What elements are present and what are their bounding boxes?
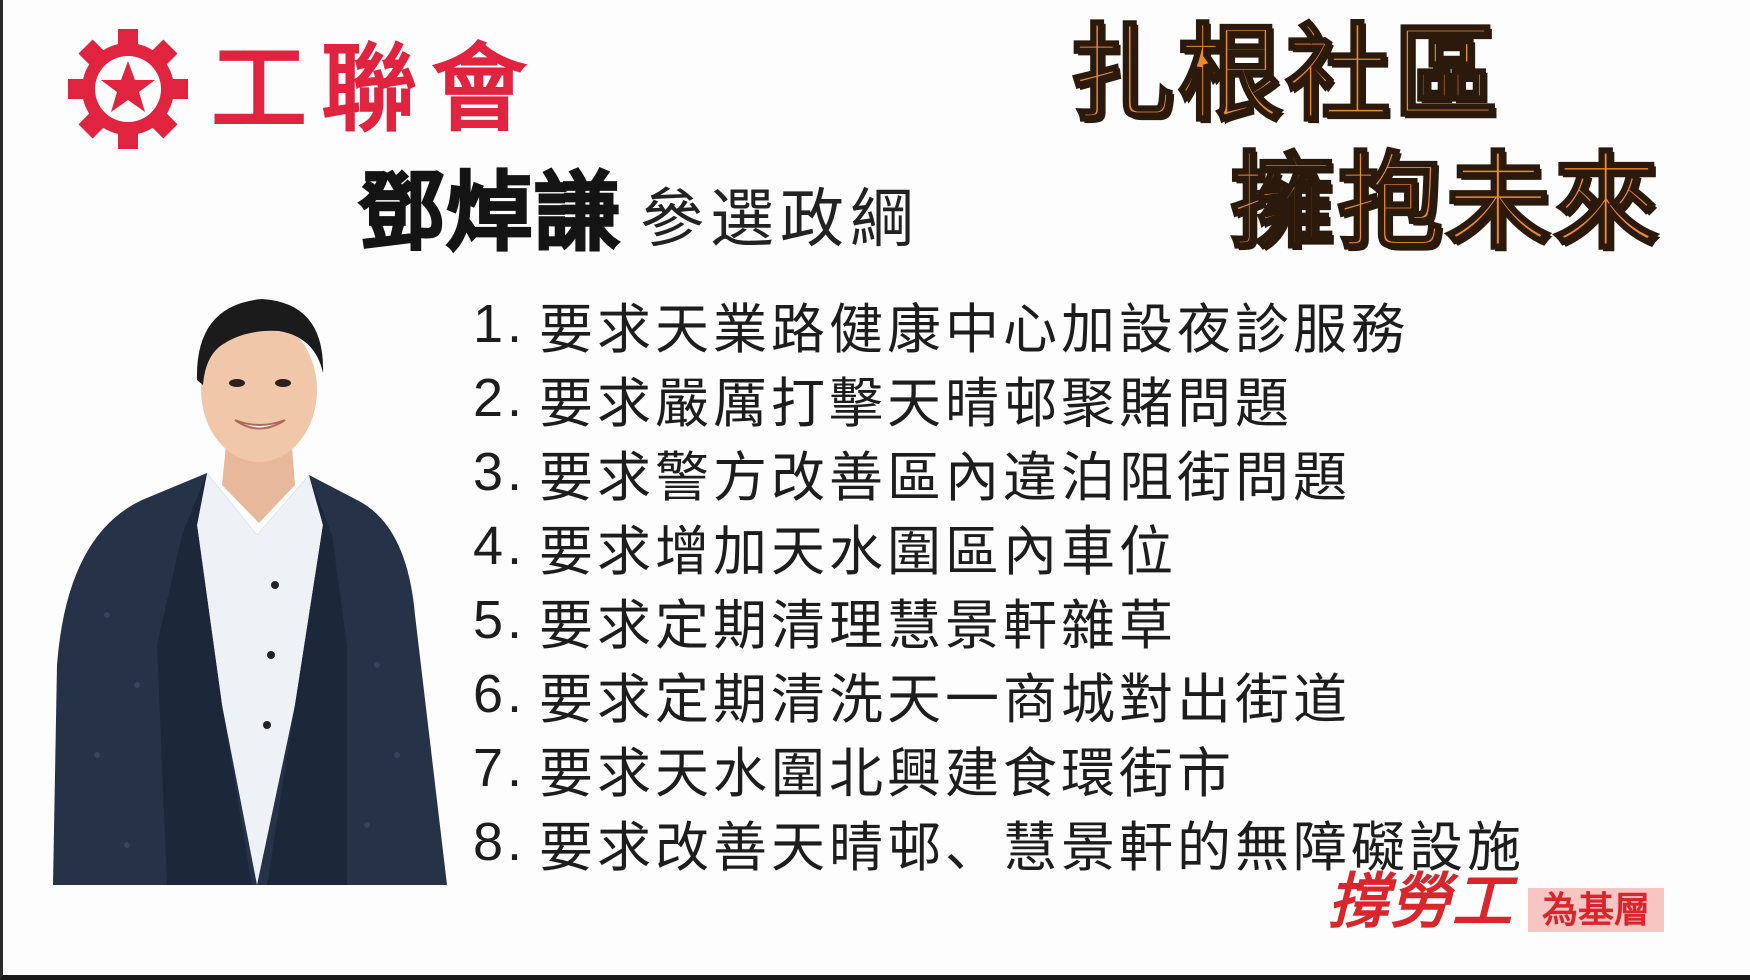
item-number: 6. bbox=[473, 664, 527, 724]
item-number: 5. bbox=[473, 590, 527, 650]
platform-item: 1. 要求天業路健康中心加設夜診服務 bbox=[473, 287, 1525, 361]
candidate-portrait bbox=[53, 299, 447, 885]
motto-sub: 為基層 bbox=[1528, 888, 1665, 932]
logo-wordmark: 工聯會 bbox=[211, 32, 541, 145]
ftu-logo: 工聯會 bbox=[65, 24, 541, 154]
item-text: 要求天水圍北興建食環街市 bbox=[539, 741, 1235, 805]
item-text: 要求定期清洗天一商城對出街道 bbox=[539, 667, 1351, 731]
slogan-line-1: 扎根社區 bbox=[1068, 13, 1503, 135]
item-number: 2. bbox=[473, 368, 527, 428]
headline: 鄧焯謙 參選政綱 bbox=[357, 163, 920, 263]
platform-item: 8. 要求改善天晴邨、慧景軒的無障礙設施 bbox=[473, 805, 1525, 879]
slogan-line-2: 擁抱未來 bbox=[1228, 141, 1663, 263]
motto-main: 撐勞工 bbox=[1328, 867, 1514, 937]
item-number: 8. bbox=[473, 812, 527, 872]
item-number: 1. bbox=[473, 294, 527, 354]
item-number: 7. bbox=[473, 738, 527, 798]
platform-item: 6. 要求定期清洗天一商城對出街道 bbox=[473, 657, 1525, 731]
candidate-name: 鄧焯謙 bbox=[357, 163, 622, 263]
gear-star-emblem-icon bbox=[68, 29, 188, 149]
platform-item: 3. 要求警方改善區內違泊阻街問題 bbox=[473, 435, 1525, 509]
slogan: 扎根社區 擁抱未來 bbox=[1068, 13, 1690, 263]
item-text: 要求嚴厲打擊天晴邨聚賭問題 bbox=[539, 371, 1293, 435]
platform-item: 5. 要求定期清理慧景軒雜草 bbox=[473, 583, 1525, 657]
platform-item: 2. 要求嚴厲打擊天晴邨聚賭問題 bbox=[473, 361, 1525, 435]
item-text: 要求天業路健康中心加設夜診服務 bbox=[539, 297, 1409, 361]
motto: 撐勞工 為基層 bbox=[1328, 867, 1665, 937]
item-text: 要求定期清理慧景軒雜草 bbox=[539, 593, 1177, 657]
item-text: 要求增加天水圍區內車位 bbox=[539, 519, 1177, 583]
headline-subtitle: 參選政綱 bbox=[640, 183, 920, 257]
item-number: 3. bbox=[473, 442, 527, 502]
item-text: 要求警方改善區內違泊阻街問題 bbox=[539, 445, 1351, 509]
platform-item: 7. 要求天水圍北興建食環街市 bbox=[473, 731, 1525, 805]
platform-item: 4. 要求增加天水圍區內車位 bbox=[473, 509, 1525, 583]
platform-list: 1. 要求天業路健康中心加設夜診服務 2. 要求嚴厲打擊天晴邨聚賭問題 3. 要求警方… bbox=[473, 287, 1525, 879]
item-text: 要求改善天晴邨、慧景軒的無障礙設施 bbox=[539, 815, 1525, 879]
item-number: 4. bbox=[473, 516, 527, 576]
